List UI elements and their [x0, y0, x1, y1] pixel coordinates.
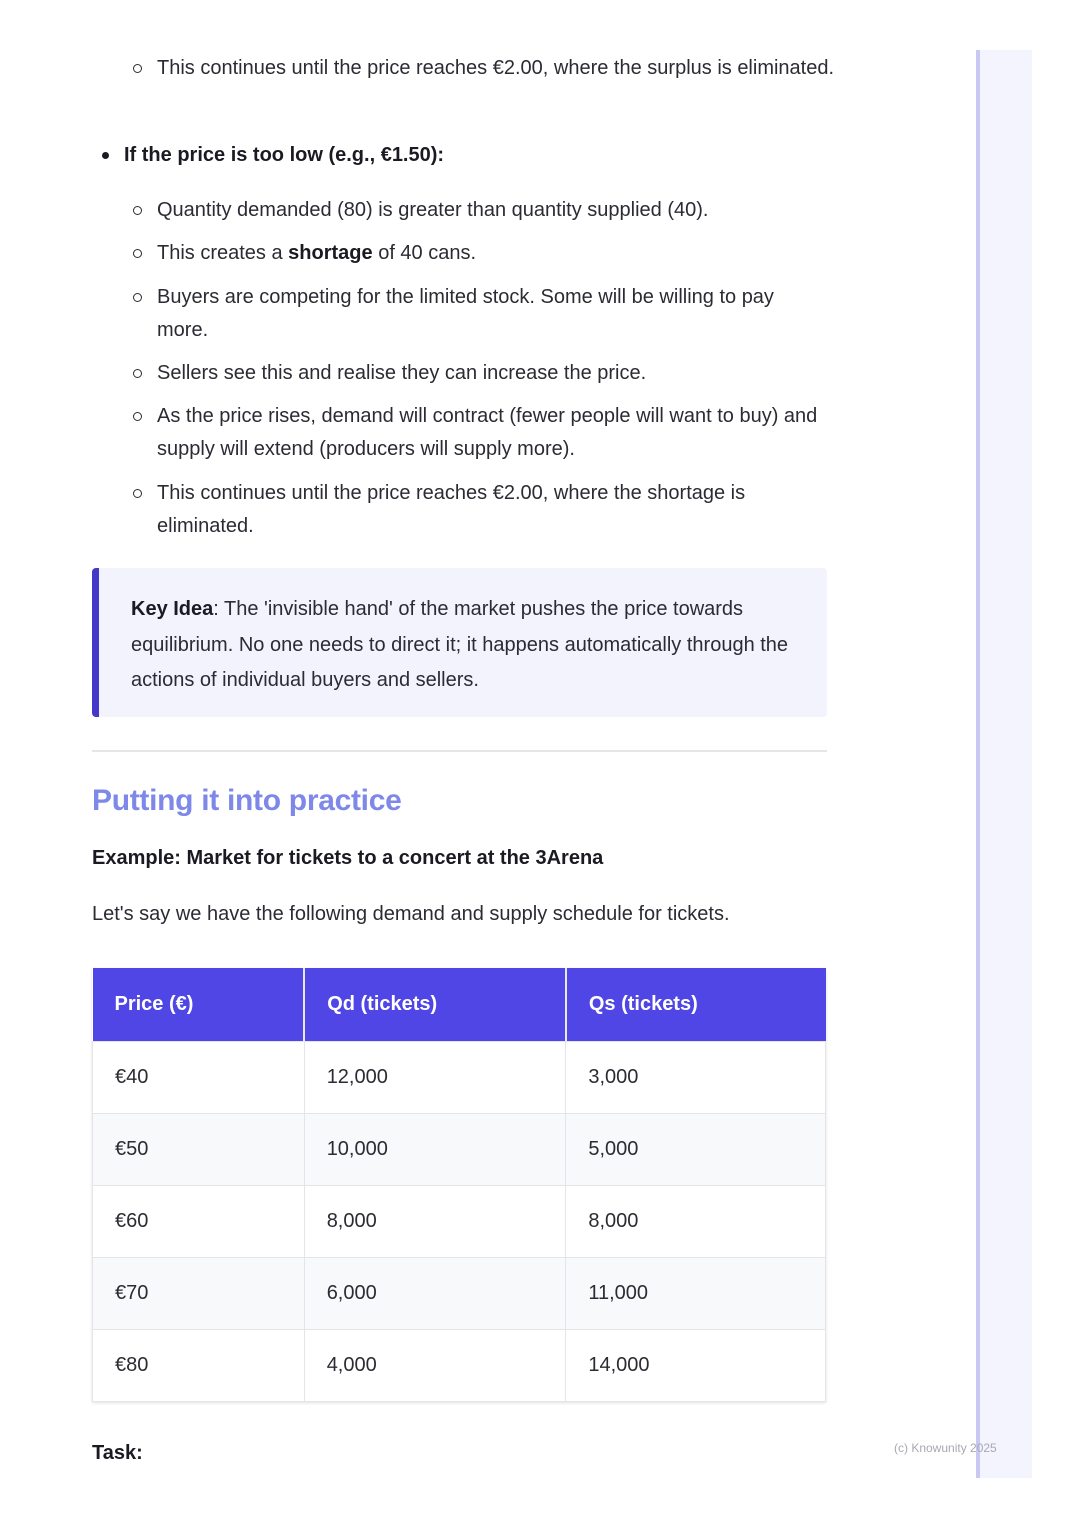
table-cell: 8,000	[565, 1185, 826, 1258]
sub-bullet: As the price rises, demand will contract…	[133, 400, 827, 466]
key-idea-callout: Key Idea: The 'invisible hand' of the ma…	[92, 568, 827, 717]
header-price: Price (€)	[92, 968, 306, 1042]
sub-bullet: This creates a shortage of 40 cans.	[133, 237, 837, 270]
task-label: Task:	[92, 1442, 143, 1464]
table-cell: 12,000	[303, 1041, 567, 1114]
text: This creates a	[157, 242, 289, 264]
table-cell: 10,000	[303, 1113, 567, 1186]
table-cell: €70	[92, 1257, 305, 1330]
header-qd: Qd (tickets)	[304, 968, 567, 1042]
copyright-footer: (c) Knowunity 2025	[894, 1441, 997, 1455]
header-qs: Qs (tickets)	[565, 968, 826, 1042]
table-cell: 6,000	[303, 1257, 567, 1330]
section-title: Putting it into practice	[92, 784, 402, 817]
demand-supply-table: Price (€) Qd (tickets) Qs (tickets) €40 1…	[92, 968, 826, 1402]
text: of 40 cans.	[372, 242, 477, 264]
table-row: €80 4,000 14,000	[92, 1329, 826, 1402]
bold-term: shortage	[288, 242, 373, 264]
bullet-surplus-eliminated: This continues until the price reaches €…	[133, 52, 837, 85]
table-cell: €60	[92, 1185, 305, 1258]
table-cell: €80	[92, 1329, 305, 1402]
divider	[92, 750, 827, 752]
table-cell: 5,000	[565, 1113, 826, 1186]
table-cell: 11,000	[565, 1257, 826, 1330]
sub-bullet: Buyers are competing for the limited sto…	[133, 281, 817, 347]
table-cell: 3,000	[565, 1041, 826, 1114]
table-cell: 14,000	[565, 1329, 826, 1402]
sub-bullet: Quantity demanded (80) is greater than q…	[133, 194, 837, 227]
table-cell: €50	[92, 1113, 305, 1186]
key-idea-text: : The 'invisible hand' of the market pus…	[131, 598, 789, 691]
table-cell: 8,000	[303, 1185, 567, 1258]
key-idea-label: Key Idea	[131, 598, 214, 620]
example-heading: Example: Market for tickets to a concert…	[92, 847, 604, 869]
table-row: €60 8,000 8,000	[92, 1185, 826, 1258]
table-header-row: Price (€) Qd (tickets) Qs (tickets)	[92, 968, 826, 1042]
bullet-price-too-low: If the price is too low (e.g., €1.50):	[101, 139, 444, 172]
sub-bullet: This continues until the price reaches €…	[133, 477, 797, 543]
table-row: €70 6,000 11,000	[92, 1257, 826, 1330]
sub-bullet: Sellers see this and realise they can in…	[133, 357, 837, 390]
table-row: €50 10,000 5,000	[92, 1113, 826, 1186]
table-row: €40 12,000 3,000	[92, 1041, 826, 1114]
table-cell: 4,000	[303, 1329, 567, 1402]
table-cell: €40	[92, 1041, 305, 1114]
intro-paragraph: Let's say we have the following demand a…	[92, 903, 730, 925]
side-panel	[976, 50, 1032, 1478]
